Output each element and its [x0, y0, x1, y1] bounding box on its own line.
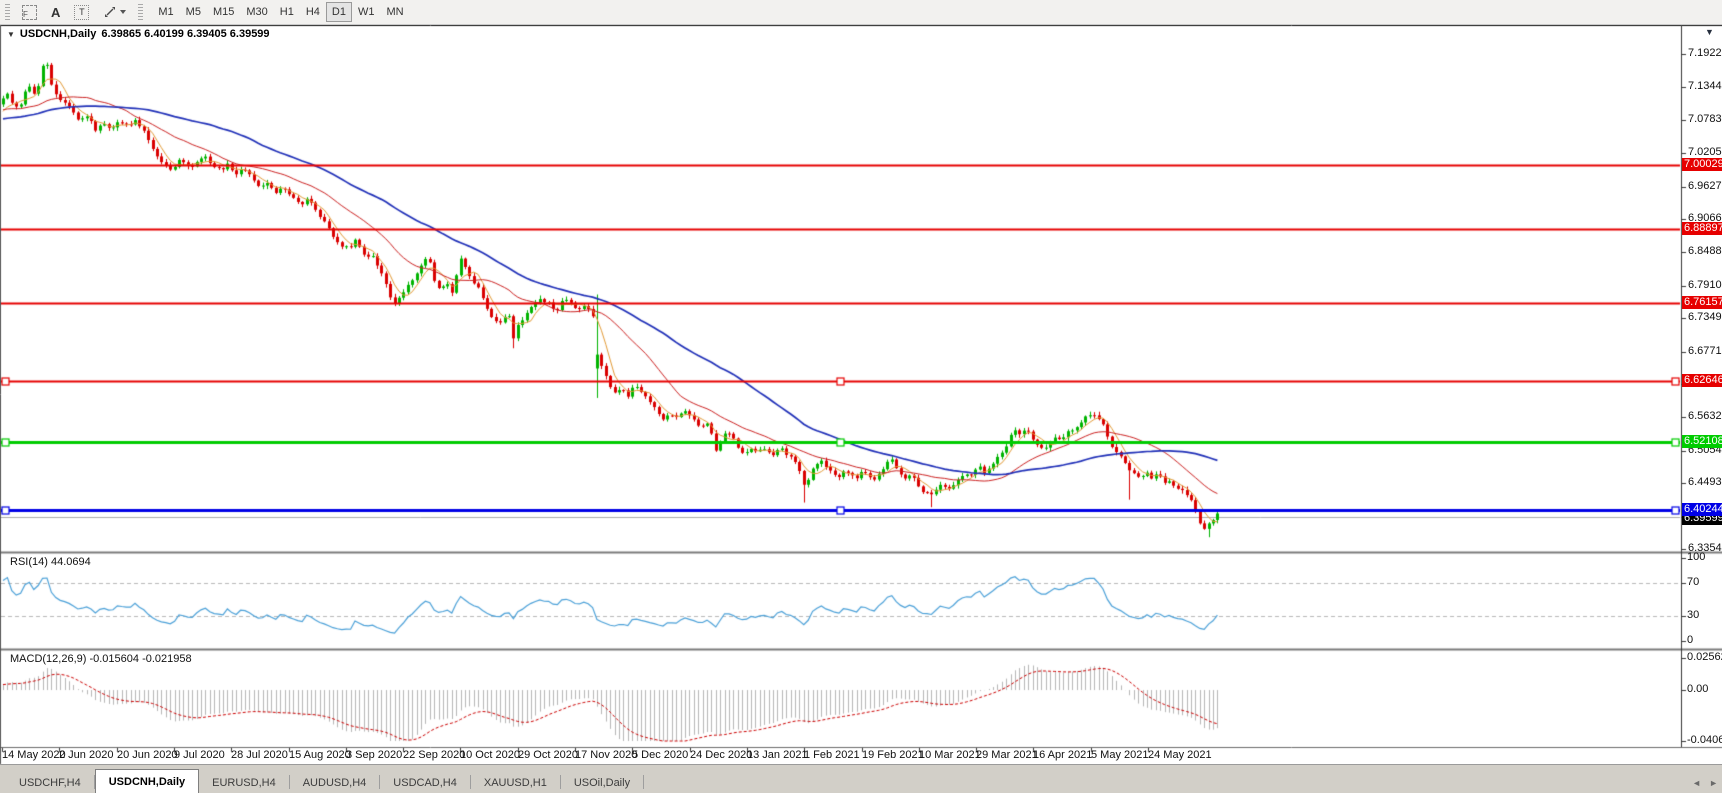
date-label: 28 Jul 2020	[231, 749, 288, 761]
chart-title: ▼ USDCNH,Daily 6.39865 6.40199 6.39405 6…	[7, 28, 270, 40]
chart-tab-usdchf-h4[interactable]: USDCHF,H4	[19, 776, 81, 789]
tab-separator	[379, 775, 381, 789]
price-tick-label: 7.19220	[1688, 47, 1722, 59]
cursor-mode-button[interactable]	[96, 2, 133, 22]
one-click-arrow-icon[interactable]: ▼	[7, 29, 15, 39]
rsi-scale-label: 100	[1687, 551, 1706, 563]
date-label: 15 Aug 2020	[289, 749, 351, 761]
timeframe-button-M15[interactable]: M15	[207, 2, 240, 22]
price-tick-label: 6.79100	[1688, 279, 1722, 291]
date-label: 2 Jun 2020	[59, 749, 114, 761]
tab-separator	[288, 775, 290, 789]
chart-tab-audusd-h4[interactable]: AUDUSD,H4	[302, 776, 367, 789]
price-tick-label: 6.33540	[1688, 542, 1722, 554]
label-tool-button[interactable]: T	[67, 2, 96, 22]
tab-scroll-left-icon[interactable]: ◄	[1692, 778, 1702, 788]
chart-tab-usoil-daily[interactable]: USOil,Daily	[573, 776, 631, 789]
price-tick-label: 7.13440	[1688, 80, 1722, 92]
timeframe-button-MN[interactable]: MN	[380, 2, 409, 22]
date-label: 1 Feb 2021	[804, 749, 860, 761]
dropdown-caret-icon	[120, 10, 127, 14]
tab-separator	[559, 775, 561, 789]
chart-symbol-period: USDCNH,Daily	[19, 28, 97, 40]
date-label: 10 Oct 2020	[460, 749, 520, 761]
rsi-scale-label: 30	[1687, 609, 1700, 621]
chart-tab-eurusd-h4[interactable]: EURUSD,H4	[212, 776, 276, 789]
price-tick-label: 7.02050	[1688, 146, 1722, 158]
timeframe-button-M30[interactable]: M30	[240, 2, 273, 22]
price-tick-label: 6.96270	[1688, 180, 1722, 192]
date-label: 13 Jan 2021	[747, 749, 808, 761]
chart-tab-usdcad-h4[interactable]: USDCAD,H4	[393, 776, 457, 789]
rsi-scale-label: 70	[1687, 576, 1700, 588]
price-tick-label: 6.67710	[1688, 345, 1722, 357]
macd-scale-label: 0.025623	[1687, 651, 1722, 663]
date-label: 24 Dec 2020	[690, 749, 753, 761]
rsi-scale-label: 0	[1687, 634, 1694, 646]
date-label: 3 Sep 2020	[346, 749, 403, 761]
date-label: 20 Jun 2020	[117, 749, 178, 761]
tab-scroll-right-icon[interactable]: ►	[1709, 778, 1718, 788]
price-tick-label: 6.73490	[1688, 311, 1722, 323]
cursor-arrows-icon	[105, 7, 116, 17]
price-line-label: 6.40244	[1682, 503, 1722, 516]
frame-tool-button[interactable]: F	[15, 2, 44, 22]
rsi-label: RSI(14) 44.0694	[10, 556, 91, 568]
date-label: 14 May 2020	[2, 749, 66, 761]
timeframe-button-H4[interactable]: H4	[300, 2, 326, 22]
date-label: 24 May 2021	[1148, 749, 1212, 761]
top-toolbar: F A T M1 M5 M15 M30 H1 H4 D1 W1 MN	[0, 0, 1722, 25]
chart-ohlc-values: 6.39865 6.40199 6.39405 6.39599	[101, 28, 270, 40]
price-tick-label: 6.56320	[1688, 410, 1722, 422]
timeframe-button-M1[interactable]: M1	[152, 2, 179, 22]
date-label: 9 Jul 2020	[174, 749, 225, 761]
price-tick-label: 6.90660	[1688, 212, 1722, 224]
price-tick-label: 7.07830	[1688, 113, 1722, 125]
text-box-icon: T	[74, 4, 90, 20]
date-label: 19 Feb 2021	[862, 749, 924, 761]
date-label: 29 Mar 2021	[976, 749, 1038, 761]
date-label: 16 Apr 2021	[1033, 749, 1093, 761]
macd-scale-label: -0.04068	[1687, 734, 1722, 746]
chart-tab-xauusd-h1[interactable]: XAUUSD,H1	[483, 776, 547, 789]
timeframe-button-D1[interactable]: D1	[325, 2, 352, 22]
tab-separator	[469, 775, 471, 789]
date-label: 10 Mar 2021	[919, 749, 981, 761]
price-line-label: 6.88897	[1682, 222, 1722, 235]
text-tool-button[interactable]: A	[44, 2, 67, 22]
price-line-label: 6.52108	[1682, 435, 1722, 448]
frame-icon: F	[22, 4, 37, 20]
chart-tab-bar: USDCHF,H4 USDCNH,Daily EURUSD,H4 AUDUSD,H4 U…	[0, 764, 1722, 793]
date-label: 17 Nov 2020	[575, 749, 638, 761]
toolbar-drag-handle[interactable]	[5, 4, 10, 20]
toolbar-drag-handle-2[interactable]	[138, 4, 144, 20]
price-line-label: 6.76157	[1682, 296, 1722, 309]
date-label: 5 May 2021	[1091, 749, 1149, 761]
macd-label: MACD(12,26,9) -0.015604 -0.021958	[10, 653, 192, 665]
date-label: 5 Dec 2020	[632, 749, 689, 761]
timeframe-button-M5[interactable]: M5	[180, 2, 207, 22]
price-tick-label: 6.44930	[1688, 476, 1722, 488]
timeframe-toolbar: M1 M5 M15 M30 H1 H4 D1 W1 MN	[152, 2, 409, 22]
price-tick-label: 6.84880	[1688, 245, 1722, 257]
chart-tab-usdcnh-daily[interactable]: USDCNH,Daily	[94, 769, 200, 793]
timeframe-button-W1[interactable]: W1	[352, 2, 381, 22]
tab-scroll-buttons: ◄ ►	[1692, 778, 1718, 788]
chart-corner-dropdown-icon[interactable]: ▼	[1705, 27, 1714, 37]
date-label: 22 Sep 2020	[403, 749, 466, 761]
tab-separator	[643, 775, 645, 789]
date-label: 29 Oct 2020	[518, 749, 578, 761]
macd-scale-label: 0.00	[1687, 683, 1709, 695]
text-a-icon: A	[51, 4, 61, 20]
price-line-label: 6.62646	[1682, 374, 1722, 387]
tab-separator	[93, 775, 95, 789]
price-line-label: 7.00029	[1682, 158, 1722, 171]
timeframe-button-H1[interactable]: H1	[274, 2, 300, 22]
